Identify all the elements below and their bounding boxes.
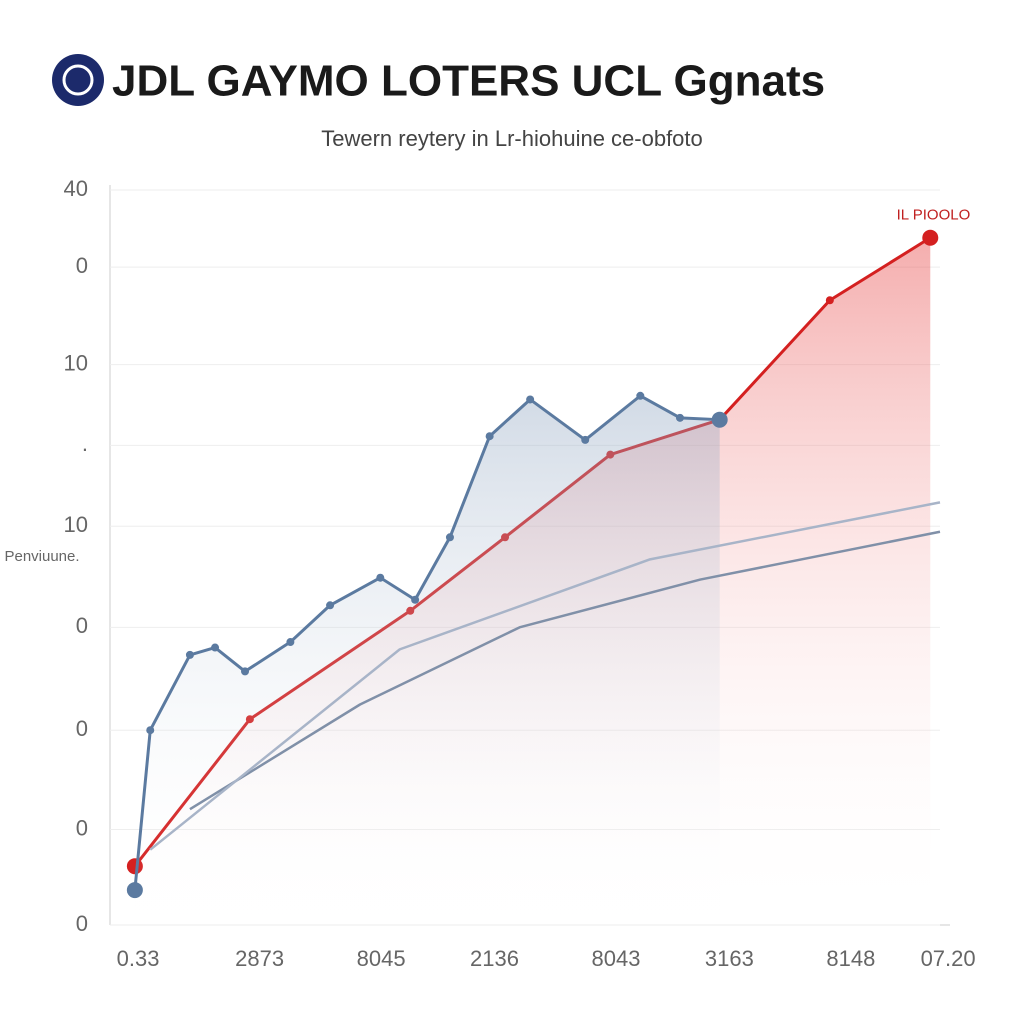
logo-mark (62, 64, 94, 96)
point (675, 413, 684, 422)
x-tick-label: 0.33 (117, 946, 160, 971)
x-tick-label: 3163 (705, 946, 754, 971)
logo (52, 54, 104, 106)
y-tick-label: 0 (76, 815, 88, 840)
line (189, 530, 941, 811)
point (445, 533, 454, 542)
point (711, 411, 728, 428)
point (376, 573, 385, 582)
y-tick-label: 0 (76, 911, 88, 936)
line (133, 394, 720, 891)
y-axis-label: Penviuune. (4, 548, 79, 565)
x-tick-label: 2136 (470, 946, 519, 971)
point (581, 435, 590, 444)
x-tick-label: 07.20 (921, 946, 976, 971)
chart-subtitle: Tewern reytery in Lr-hiohuine ce-obfoto (321, 126, 703, 151)
line (149, 501, 941, 851)
x-tick-label: 8148 (826, 946, 875, 971)
y-tick-label: 0 (76, 613, 88, 638)
y-tick-label: 0 (76, 253, 88, 278)
x-tick-label: 8045 (357, 946, 406, 971)
point (485, 432, 494, 441)
x-tick-label: 8043 (592, 946, 641, 971)
chart-title: JDL GAYMO LOTERS UCL Ggnats (112, 57, 825, 106)
x-tick-label: 2873 (235, 946, 284, 971)
point (146, 726, 155, 735)
point (825, 296, 834, 305)
point (241, 667, 250, 676)
point (126, 882, 143, 899)
point (286, 638, 295, 647)
point (636, 391, 645, 400)
point (211, 643, 220, 652)
y-tick-label: 40 (64, 176, 88, 201)
y-tick-label: 10 (64, 350, 88, 375)
point (411, 595, 420, 604)
y-tick-label: . (82, 431, 88, 456)
annotation: IL PIOOLO (897, 207, 971, 224)
point (922, 229, 939, 246)
area (134, 395, 720, 925)
point (185, 650, 194, 659)
point (526, 395, 535, 404)
y-tick-label: 0 (76, 716, 88, 741)
y-tick-label: 10 (64, 512, 88, 537)
point (326, 601, 335, 610)
